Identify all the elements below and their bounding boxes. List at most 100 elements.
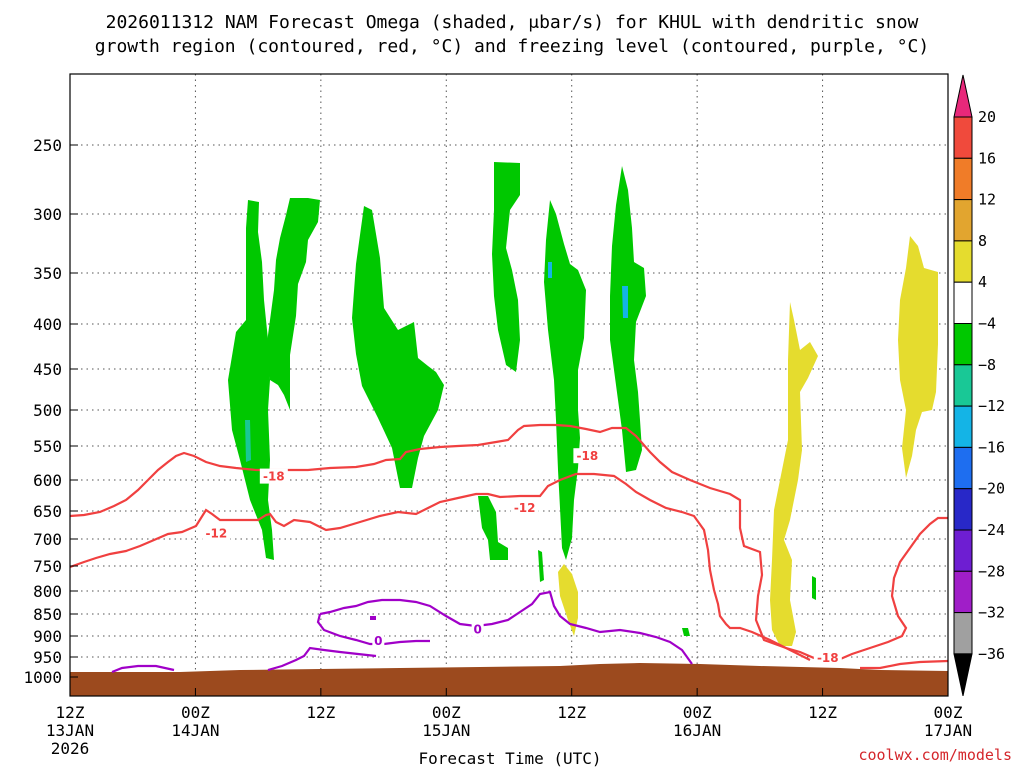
colorbar-swatch-9 [953,446,973,490]
y-tick-label-700: 700 [33,530,62,549]
upward-motion-area-6 [610,166,646,472]
y-tick-label-550: 550 [33,437,62,456]
downward-motion-area-1 [770,302,818,646]
y-tick-label-350: 350 [33,264,62,283]
colorbar-label-7: −12 [978,397,1005,415]
colorbar-label-9: −20 [978,480,1005,498]
colorbar-swatch-13 [953,612,973,655]
y-tick-label-650: 650 [33,502,62,521]
colorbar-swatch-3 [953,199,973,242]
y-tick-label-800: 800 [33,582,62,601]
y-tick-label-450: 450 [33,360,62,379]
contour-label-bg-0 [259,468,288,484]
x-tick-label-7-0: 00Z [934,703,963,722]
colorbar-swatch-4 [953,240,973,283]
contour-label-2: -18 [817,651,839,665]
contour-label-4: -12 [514,501,536,515]
contour-label-bg-4 [510,499,539,515]
terrain [70,663,948,696]
y-tick-label-900: 900 [33,627,62,646]
colorbar-swatch-6 [953,323,973,366]
x-tick-label-4-0: 12Z [557,703,586,722]
colorbar-swatch-5 [953,281,973,325]
contour-label-bg-3 [202,525,231,541]
x-tick-label-5-0: 00Z [683,703,712,722]
x-tick-label-3-1: 15JAN [422,721,470,740]
upward-motion-area-7 [478,496,508,560]
dgz-contour-minus-18-lower [860,659,949,670]
upward-motion-area-5 [544,200,586,560]
credit-text: coolwx.com/models [858,746,1012,764]
contour-label-6: 0 [473,622,481,636]
downward-motion-area-3 [558,564,578,636]
dgz-contour-minus-18 [69,423,830,660]
y-tick-label-250: 250 [33,136,62,155]
contour-label-5: 0 [374,634,382,648]
colorbar-label-2: 12 [978,191,996,209]
colorbar-label-10: −24 [978,521,1005,539]
colorbar: 20 16 12 8 4 −4 −8 −12 −16 −20 −24 −28 −32 −36 [953,74,1005,697]
colorbar-label-12: −32 [978,604,1005,622]
x-tick-label-0-2: 2026 [51,739,90,758]
x-axis-title: Forecast Time (UTC) [418,749,601,768]
contour-label-bg-6 [471,621,484,637]
plot-frame [69,73,949,697]
chart-title-line-2: growth region (contoured, red, °C) and f… [95,36,929,57]
colorbar-label-0: 20 [978,108,996,126]
colorbar-label-1: 16 [978,149,996,167]
contour-label-bg-1 [573,448,602,464]
contour-label-bg-5 [372,633,385,649]
contour-label-0: -18 [263,470,285,484]
upward-motion-speck-2 [812,576,816,600]
colorbar-label-4: 4 [978,273,987,291]
dgz-contour-minus-12 [69,472,811,661]
strong-upward-spot-2 [622,286,628,318]
colorbar-swatch-7 [953,364,973,407]
y-tick-label-400: 400 [33,315,62,334]
y-tick-label-300: 300 [33,205,62,224]
colorbar-swatch-1 [953,116,973,159]
y-tick-label-600: 600 [33,471,62,490]
x-tick-label-1-1: 14JAN [171,721,219,740]
y-axis-ticks: 250 300 350 400 450 500 550 600 650 700 750 800 850 9… [23,136,78,687]
y-tick-label-850: 850 [33,605,62,624]
contour-label-3: -12 [205,526,227,540]
x-tick-label-2-0: 12Z [306,703,335,722]
freezing-level-contour-0 [319,590,693,665]
colorbar-label-11: −28 [978,562,1005,580]
upward-motion-area-3 [352,206,444,488]
contour-lines [69,423,949,674]
contour-label-1: -18 [577,449,599,463]
colorbar-swatch-12 [953,570,973,614]
x-tick-label-6-0: 12Z [808,703,837,722]
x-tick-label-1-0: 00Z [181,703,210,722]
freezing-level-contour-0-left [111,664,175,674]
colorbar-swatch-11 [953,529,973,572]
strong-upward-spot-3 [548,262,552,278]
colorbar-swatch-2 [953,157,973,201]
strong-upward-spot-1 [245,420,251,462]
upward-motion-area-4 [492,162,520,372]
chart-title-line-1: 2026011312 NAM Forecast Omega (shaded, μ… [106,12,919,33]
colorbar-swatch-0 [953,74,973,118]
upward-motion-speck-3 [682,628,690,636]
colorbar-label-5: −4 [978,315,996,333]
downward-motion-area-2 [898,236,938,478]
x-tick-label-0-0: 12Z [56,703,85,722]
y-tick-label-750: 750 [33,557,62,576]
colorbar-swatch-10 [953,488,973,531]
y-tick-label-950: 950 [33,648,62,667]
colorbar-swatch-14 [953,653,973,697]
omega-shading [228,162,938,646]
dgz-contour-minus-12-right [837,516,948,662]
y-tick-label-500: 500 [33,401,62,420]
y-tick-label-1000: 1000 [23,668,62,687]
contour-labels: -18 -18 -18 -12 -12 0 0 [202,448,842,665]
x-tick-label-7-1: 17JAN [924,721,972,740]
colorbar-label-13: −36 [978,645,1005,663]
colorbar-swatch-8 [953,405,973,448]
freezing-level-contour-0-lower [267,646,377,672]
colorbar-label-6: −8 [978,356,996,374]
